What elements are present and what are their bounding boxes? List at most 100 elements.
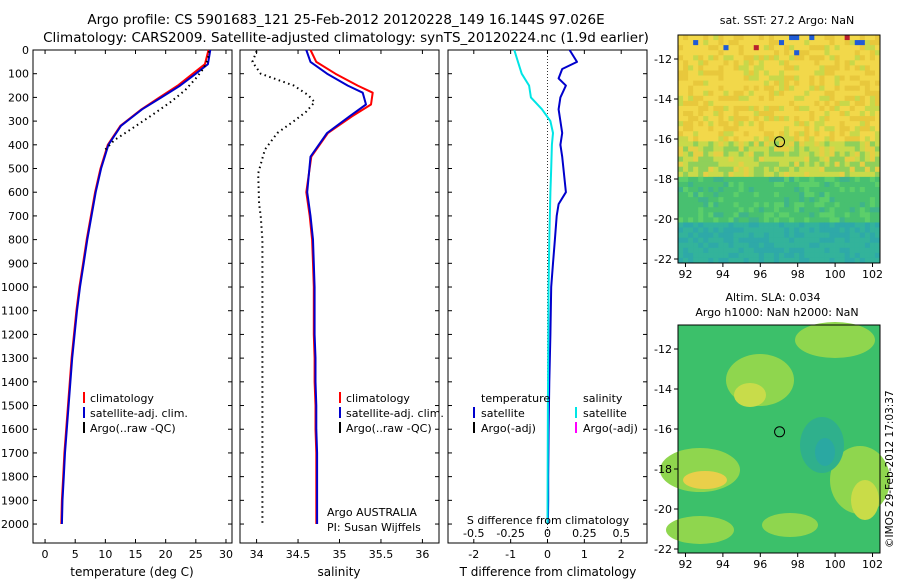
- sst-cell: [743, 40, 750, 46]
- sst-cell: [784, 212, 790, 218]
- sst-cell: [784, 35, 790, 41]
- sst-cell: [819, 252, 825, 259]
- sst-cell: [834, 237, 840, 244]
- x-tick-label: 2: [618, 548, 625, 561]
- sst-cell: [794, 197, 800, 203]
- sst-cell: [678, 60, 684, 66]
- sst-cell: [688, 197, 694, 203]
- sst-cell: [839, 212, 846, 218]
- sst-cell: [824, 116, 830, 122]
- sst-cell: [804, 212, 810, 218]
- sst-cell: [698, 60, 704, 66]
- sst-cell: [678, 116, 684, 122]
- sst-cell: [779, 161, 785, 168]
- sst-cell: [718, 202, 724, 208]
- sst-cell: [849, 252, 856, 259]
- sst-cell: [814, 70, 820, 76]
- sst-cell: [728, 171, 734, 178]
- sst-cell: [743, 247, 750, 254]
- sst-cell: [819, 237, 825, 244]
- sst-cell: [763, 70, 770, 76]
- sst-cell: [738, 232, 745, 239]
- sst-cell: [773, 80, 780, 87]
- sst-cell: [874, 242, 881, 249]
- sst-cell: [854, 35, 861, 41]
- sst-cell: [723, 252, 729, 259]
- sst-cell: [869, 40, 876, 46]
- sst-cell: [784, 60, 790, 66]
- sst-cell: [819, 207, 825, 213]
- sst-cell: [784, 80, 790, 87]
- sst-cell: [814, 207, 820, 213]
- sst-cell: [708, 121, 714, 127]
- sst-cell: [753, 151, 760, 157]
- sst-cell: [693, 111, 699, 117]
- sst-cell: [824, 105, 830, 112]
- sst-cell: [753, 232, 760, 239]
- sst-cell: [708, 176, 714, 183]
- y-tick-label: 100: [8, 68, 29, 81]
- sst-cell: [869, 217, 876, 223]
- sst-cell: [809, 75, 815, 81]
- sst-cell: [829, 207, 835, 213]
- sst-cell: [799, 202, 805, 208]
- sst-cell: [809, 166, 815, 173]
- sst-cell: [733, 60, 739, 66]
- sst-cell: [698, 252, 704, 259]
- sst-cell: [834, 80, 840, 87]
- sst-cell: [859, 141, 866, 147]
- sst-cell: [763, 65, 770, 71]
- sst-cell: [763, 100, 770, 107]
- sst-cell: [874, 151, 881, 157]
- sst-cell: [834, 176, 840, 183]
- sst-cell: [713, 111, 719, 117]
- sst-cell: [763, 40, 770, 46]
- sst-cell: [864, 85, 871, 92]
- sst-cell: [748, 75, 755, 81]
- sst-cell: [824, 181, 830, 188]
- sst-cell: [753, 105, 760, 112]
- sst-cell: [849, 146, 856, 152]
- sst-cell: [678, 55, 684, 61]
- sst-cell: [683, 116, 689, 122]
- sst-cell: [763, 181, 770, 188]
- sst-cell: [829, 80, 835, 87]
- sst-cell: [728, 156, 734, 163]
- sst-cell: [723, 60, 729, 66]
- sst-cell: [753, 40, 760, 46]
- sst-cell: [708, 111, 714, 117]
- sst-cell: [713, 156, 719, 163]
- sst-cell: [859, 171, 866, 178]
- sst-cell: [834, 156, 840, 163]
- y-tick-label: -12: [654, 343, 672, 356]
- y-tick-label: -22: [654, 253, 672, 266]
- sst-cell: [763, 45, 770, 51]
- sst-cell: [678, 242, 684, 249]
- sst-cell: [829, 171, 835, 178]
- sst-cell: [688, 65, 694, 71]
- sst-cell: [864, 95, 871, 102]
- sst-cell: [824, 40, 830, 46]
- x2-tick-label: 0.5: [612, 527, 630, 540]
- sst-cell: [728, 237, 734, 244]
- sst-cell: [773, 60, 780, 66]
- sst-cell: [693, 252, 699, 259]
- sst-cell: [809, 126, 815, 132]
- sst-cell: [804, 65, 810, 71]
- sst-cell: [703, 131, 709, 137]
- sst-cell: [789, 247, 795, 254]
- sst-cell: [688, 80, 694, 87]
- sst-cell: [678, 85, 684, 92]
- sst-cell: [768, 126, 775, 132]
- sst-cell: [849, 121, 856, 127]
- sst-cell: [824, 75, 830, 81]
- sst-cell: [703, 181, 709, 188]
- sst-cell: [854, 217, 861, 223]
- sst-cell: [854, 100, 861, 107]
- sst-cell: [683, 95, 689, 102]
- sst-cell: [874, 75, 881, 81]
- sst-cell: [713, 105, 719, 112]
- sst-cell: [839, 131, 846, 137]
- sst-cell: [844, 75, 851, 81]
- sst-cell: [728, 146, 734, 152]
